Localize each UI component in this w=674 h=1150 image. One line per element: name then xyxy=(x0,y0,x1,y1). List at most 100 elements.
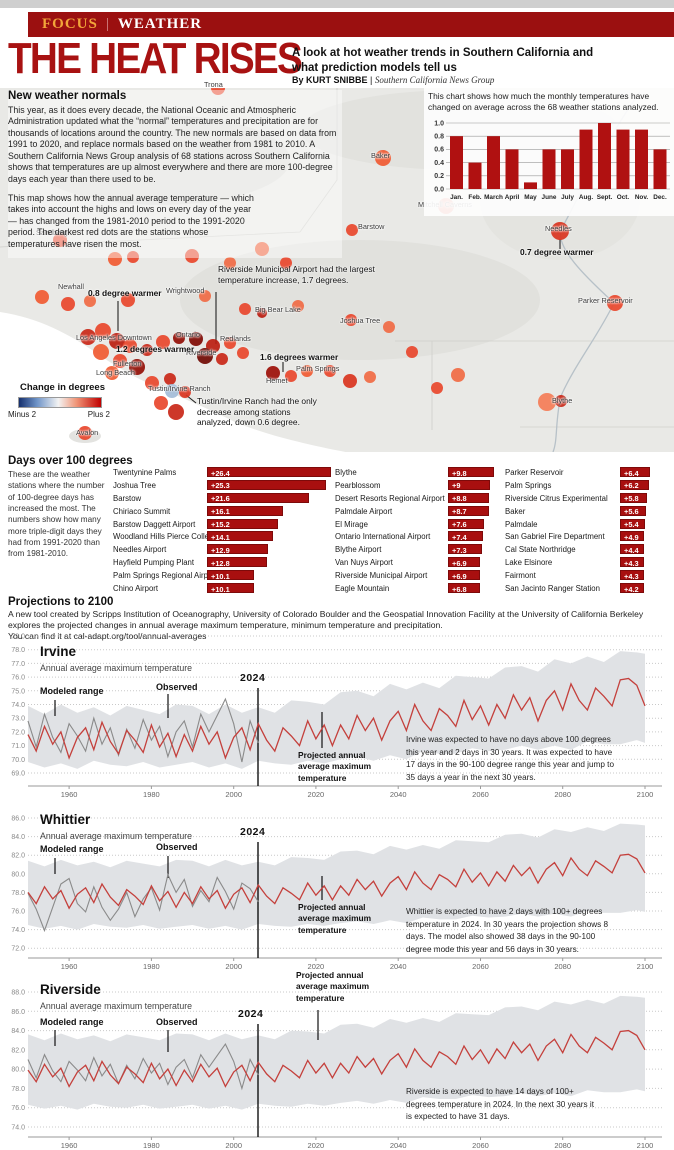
svg-text:March: March xyxy=(484,194,503,201)
station-dot xyxy=(266,366,280,380)
map-city-label: Baker xyxy=(371,151,391,160)
svg-text:2000: 2000 xyxy=(225,962,242,971)
monthly-bar xyxy=(487,136,500,189)
svg-text:2100: 2100 xyxy=(637,1141,654,1150)
svg-text:71.0: 71.0 xyxy=(11,743,25,750)
station-row: Joshua Tree +25.3 xyxy=(113,479,335,493)
station-dot xyxy=(173,332,185,344)
station-name: Riverside Municipal Airport xyxy=(335,571,428,581)
projected-line xyxy=(27,853,646,910)
svg-text:2060: 2060 xyxy=(472,962,489,971)
monthly-bar xyxy=(635,129,648,189)
station-dot xyxy=(555,395,567,407)
observed-line xyxy=(27,873,259,933)
riverside-2024-marker-label: 2024 xyxy=(238,1008,264,1020)
monthly-change-chart: This chart shows how much the monthly te… xyxy=(424,88,674,216)
station-name: Riverside Citrus Experimental xyxy=(505,493,608,503)
map-city-label: Hemet xyxy=(266,376,288,385)
station-name: Ontario International Airport xyxy=(335,532,431,542)
svg-text:Nov.: Nov. xyxy=(635,194,649,201)
svg-text:July: July xyxy=(561,194,574,201)
whittier-observed-label: Observed xyxy=(156,842,198,852)
station-row: Van Nuys Airport +6.9 xyxy=(335,557,505,570)
station-value-bar: +5.6 xyxy=(620,505,647,516)
station-row: Blythe +9.8 xyxy=(335,467,505,480)
station-value-bar: +6.4 xyxy=(620,467,651,478)
station-dot xyxy=(224,337,236,349)
station-name: Lake Elsinore xyxy=(505,558,553,568)
station-dot xyxy=(551,222,569,240)
irvine-subtitle: Annual average maximum temperature xyxy=(40,663,193,673)
station-name: Hayfield Pumping Plant xyxy=(113,558,195,568)
station-row: Lake Elsinore +4.3 xyxy=(505,557,670,570)
map-city-label: Needles xyxy=(545,224,572,233)
station-name: Chiriaco Summit xyxy=(113,506,171,516)
station-row: Desert Resorts Regional Airport +8.8 xyxy=(335,492,505,506)
projection-chart-irvine: 79.0 78.0 77.0 76.0 75.0 74.0 73.0 72.0 71.0 70.0… xyxy=(0,626,674,806)
svg-text:0.4: 0.4 xyxy=(434,160,444,167)
station-row: Riverside Citrus Experimental +5.8 xyxy=(505,492,670,506)
whittier-chart-canvas: 86.0 84.0 82.0 80.0 78.0 76.0 74.0 72.0 1960 1980… xyxy=(11,816,662,971)
station-dot xyxy=(451,368,465,382)
station-dot xyxy=(141,344,153,356)
station-dot xyxy=(154,396,168,410)
station-value-bar: +4.3 xyxy=(620,570,644,581)
svg-text:1960: 1960 xyxy=(61,1141,78,1150)
station-value-bar: +25.3 xyxy=(207,479,326,490)
svg-text:Feb.: Feb. xyxy=(468,194,481,201)
station-row: Barstow +21.6 xyxy=(113,492,335,506)
days100-column-3: Parker Reservoir +6.4 Palm Springs +6.2 Rive… xyxy=(505,467,670,596)
svg-text:74.0: 74.0 xyxy=(11,702,25,709)
banner-section-label: WEATHER xyxy=(117,16,203,32)
irvine-modeled-range-label: Modeled range xyxy=(40,686,104,696)
station-name: Van Nuys Airport xyxy=(335,558,393,568)
svg-text:2080: 2080 xyxy=(554,790,571,799)
station-dot xyxy=(607,295,623,311)
station-dot xyxy=(211,88,225,95)
station-dot xyxy=(156,335,170,349)
svg-text:72.0: 72.0 xyxy=(11,946,25,953)
svg-text:72.0: 72.0 xyxy=(11,729,25,736)
svg-text:1960: 1960 xyxy=(61,790,78,799)
svg-text:2040: 2040 xyxy=(390,790,407,799)
svg-text:88.0: 88.0 xyxy=(11,990,25,997)
station-dot xyxy=(285,370,297,382)
station-dot xyxy=(78,426,92,440)
irvine-observed-label: Observed xyxy=(156,682,198,692)
svg-text:2060: 2060 xyxy=(472,1141,489,1150)
map-city-label: Trona xyxy=(204,80,223,89)
station-name: Fairmont xyxy=(505,571,536,581)
svg-text:1980: 1980 xyxy=(143,962,160,971)
station-value-bar: +6.2 xyxy=(620,479,650,490)
svg-text:0.2: 0.2 xyxy=(434,173,444,180)
map-city-label: Long Beach xyxy=(96,368,135,377)
riverside-chart-canvas: 88.0 86.0 84.0 82.0 80.0 78.0 76.0 74.0 1960 1980… xyxy=(11,990,662,1150)
svg-text:84.0: 84.0 xyxy=(11,834,25,841)
station-value-bar: +7.3 xyxy=(448,544,483,555)
station-name: Eagle Mountain xyxy=(335,584,390,594)
station-name: El Mirage xyxy=(335,519,368,529)
station-dot xyxy=(301,365,313,377)
station-name: San Jacinto Ranger Station xyxy=(505,584,600,594)
svg-text:73.0: 73.0 xyxy=(11,716,25,723)
station-dot xyxy=(224,257,236,269)
station-row: Parker Reservoir +6.4 xyxy=(505,467,670,480)
days-over-100-section: Days over 100 degrees These are the weat… xyxy=(0,455,674,597)
station-value-bar: +16.1 xyxy=(207,505,283,516)
station-dot xyxy=(165,384,179,398)
banner-separator: | xyxy=(105,16,110,32)
station-value-bar: +5.4 xyxy=(620,518,646,529)
monthly-bar xyxy=(616,129,630,189)
svg-text:2040: 2040 xyxy=(390,962,407,971)
map-city-label: Barstow xyxy=(358,222,385,231)
map-annotation: 0.7 degree warmer xyxy=(520,247,594,257)
svg-text:2000: 2000 xyxy=(225,790,242,799)
station-dot xyxy=(164,373,176,385)
station-row: Pearblossom +9 xyxy=(335,479,505,493)
svg-text:76.0: 76.0 xyxy=(11,909,25,916)
station-value-bar: +4.9 xyxy=(620,531,644,542)
svg-text:82.0: 82.0 xyxy=(11,1047,25,1054)
station-row: Palm Springs +6.2 xyxy=(505,479,670,493)
station-row: Woodland Hills Pierce College +14.1 xyxy=(113,531,335,544)
station-row: Blythe Airport +7.3 xyxy=(335,544,505,557)
